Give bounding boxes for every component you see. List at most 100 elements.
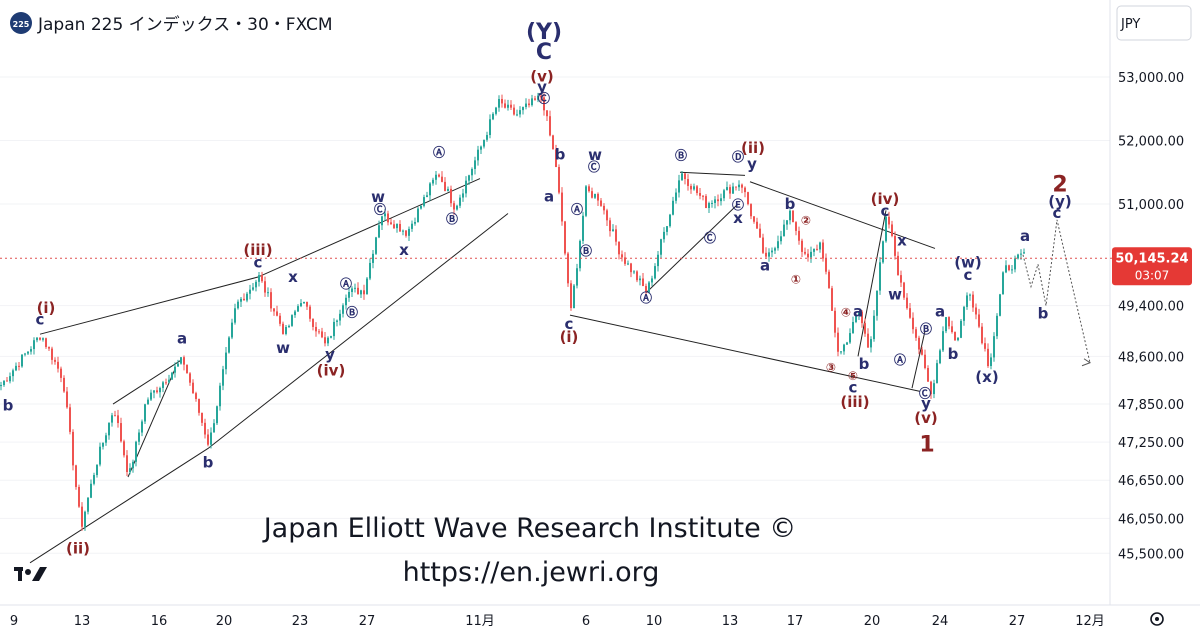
wave-label: Ⓑ [580,243,592,258]
candle-body [615,229,617,242]
candle-body [738,184,740,188]
currency-button[interactable]: JPY [1116,5,1192,41]
candle-body [192,382,194,394]
candle-body [645,286,647,293]
candle-body [654,266,656,279]
candle-body [768,252,770,257]
wave-label: Ⓒ [538,90,550,105]
candle-body [786,220,788,225]
price-tick: 51,000.00 [1118,198,1184,213]
price-axis[interactable]: 53,000.00 52,000.00 51,000.00 49,400.00 48,6… [1118,71,1184,562]
candle-body [540,95,542,98]
candle-body [948,317,950,327]
candle-body [558,167,560,193]
candle-body [933,383,935,395]
candle-body [363,290,365,295]
candle-body [741,184,743,188]
candle-body [477,149,479,161]
candle-body [300,303,302,307]
candles [0,92,1025,531]
time-tick: 6 [582,614,590,629]
candle-body [198,398,200,413]
candle-body [414,222,416,224]
candle-body [372,253,374,263]
candle-body [873,315,875,340]
candle-body [837,332,839,352]
wave-label: ③ [826,361,836,375]
candle-body [159,387,161,393]
candle-body [708,203,710,209]
candle-body [144,404,146,422]
candle-body [792,210,794,223]
candle-body [48,346,50,349]
candle-body [309,306,311,319]
candle-body [576,268,578,286]
candle-body [879,262,881,291]
candle-body [492,113,494,120]
time-tick: 17 [787,614,804,629]
candle-body [570,283,572,309]
candle-body [228,337,230,353]
candle-body [57,361,59,369]
candle-body [78,486,80,507]
wave-label: Ⓒ [919,386,931,401]
tradingview-logo-icon[interactable] [14,567,47,581]
candle-body [462,193,464,198]
wave-label: Ⓒ [588,159,600,174]
wave-label: b [203,454,214,472]
candle-body [951,326,953,333]
candle-body [0,385,2,387]
wave-label: (i) [560,328,579,346]
candle-body [387,213,389,223]
candle-body [288,325,290,328]
candle-body [765,252,767,257]
candle-body [939,350,941,364]
candle-body [762,237,764,253]
candle-body [378,225,380,238]
candle-body [1017,254,1019,259]
wave-label: a [935,302,945,320]
candle-body [480,146,482,150]
candle-body [642,278,644,287]
wave-label: a [853,302,863,320]
candle-body [777,241,779,249]
candle-body [264,281,266,293]
candle-body [882,241,884,263]
wave-label: b [859,355,870,373]
candle-body [243,298,245,301]
candle-body [120,423,122,442]
candle-body [306,301,308,307]
candle-body [273,308,275,312]
candle-body [522,107,524,111]
candle-body [486,135,488,140]
candle-body [936,363,938,384]
candle-body [246,293,248,301]
candle-body [369,262,371,279]
candle-body [996,315,998,337]
candle-body [498,98,500,108]
candle-body [87,497,89,512]
candle-body [459,197,461,206]
symbol-header[interactable]: 225 Japan 225 インデックス・30・FXCM [10,12,333,35]
wave-label: (Y) [526,20,562,45]
candle-body [594,193,596,198]
candle-body [210,432,212,445]
candle-body [183,357,185,365]
candle-body [819,242,821,250]
candle-body [813,248,815,252]
candle-body [258,275,260,282]
candle-body [483,139,485,147]
candle-body [849,333,851,343]
wave-label: y [921,394,931,412]
currency-button-frame[interactable] [1116,5,1192,41]
candle-body [39,337,41,340]
candle-body [906,297,908,309]
time-axis[interactable]: 9 13 16 20 23 27 11月 6 10 13 17 20 24 27 12月 [10,614,1105,629]
settings-gear-icon[interactable] [1150,612,1164,626]
candle-body [669,214,671,227]
candle-body [429,183,431,196]
candle-body [915,329,917,338]
